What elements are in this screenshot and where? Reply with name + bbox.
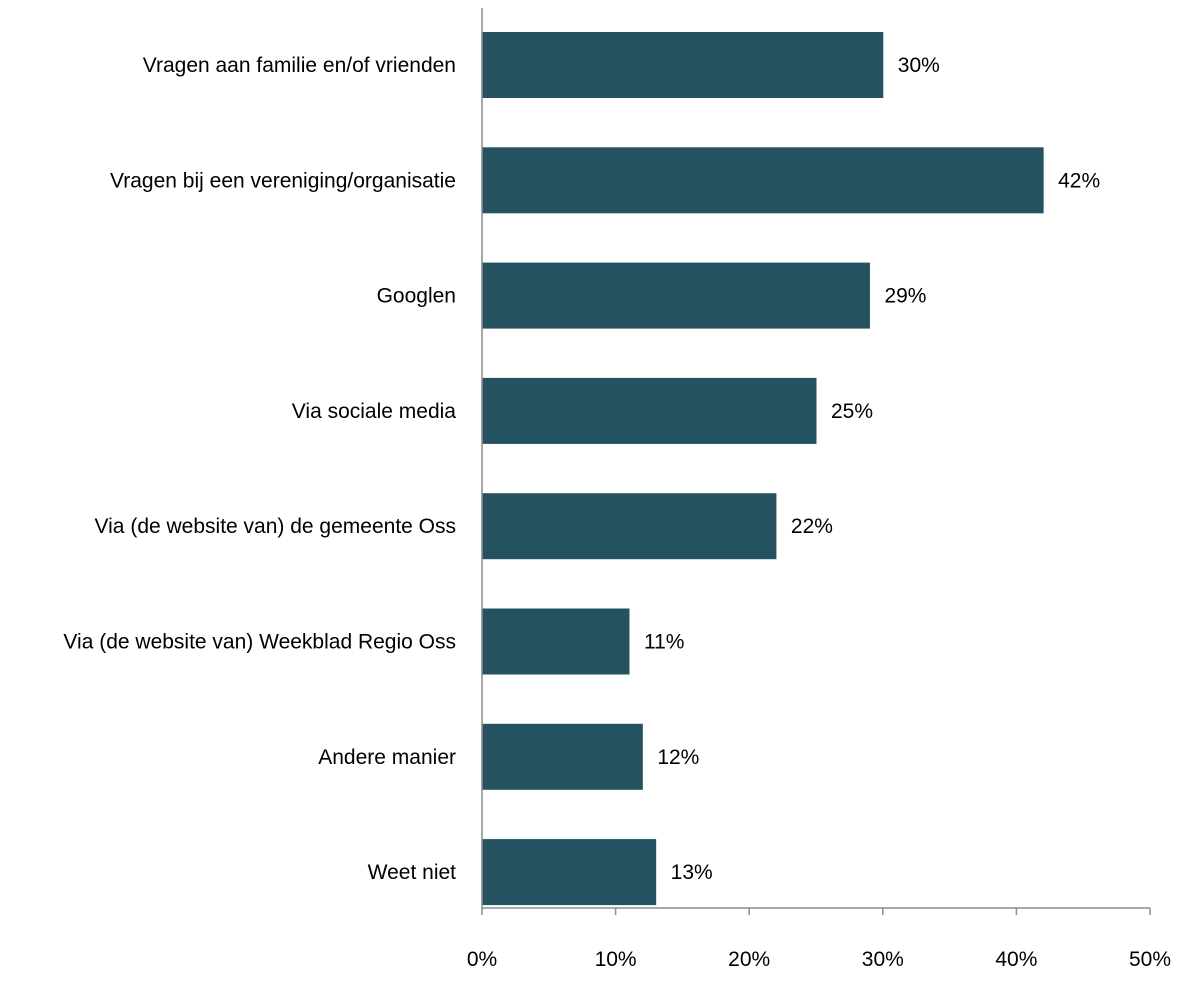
bar [482,723,643,790]
category-label: Via (de website van) de gemeente Oss [95,515,456,538]
value-label: 22% [791,515,833,538]
value-label: 11% [644,631,684,654]
x-tick-label: 50% [1129,948,1171,971]
value-labels: 30% 42% 29% 25% 22% 11% 12% 13% [644,54,1100,884]
category-label: Andere manier [318,746,456,769]
category-label: Vragen bij een vereniging/organisatie [110,169,456,192]
value-label: 25% [831,400,873,423]
value-label: 30% [898,54,940,77]
category-label: Via sociale media [292,400,457,423]
category-labels: Vragen aan familie en/of vrienden Vragen … [63,54,456,884]
x-tick-label: 10% [595,948,637,971]
bar [482,493,777,560]
x-tick-label: 0% [467,948,497,971]
value-label: 13% [671,861,713,884]
bar [482,608,630,675]
axes: 0% 10% 20% 30% 40% 50% [467,8,1171,971]
bars-layer [482,32,1044,906]
x-tick-label: 30% [862,948,904,971]
bar [482,147,1044,214]
x-tick-label: 20% [728,948,770,971]
bar [482,377,817,444]
category-label: Via (de website van) Weekblad Regio Oss [63,631,456,654]
value-label: 29% [884,285,926,308]
bar [482,32,884,98]
category-label: Vragen aan familie en/of vrienden [143,54,456,77]
category-label: Googlen [377,285,456,308]
category-label: Weet niet [368,861,456,884]
value-label: 12% [657,746,699,769]
x-tick-label: 40% [995,948,1037,971]
value-label: 42% [1058,169,1100,192]
bar [482,839,657,906]
bar [482,262,870,329]
